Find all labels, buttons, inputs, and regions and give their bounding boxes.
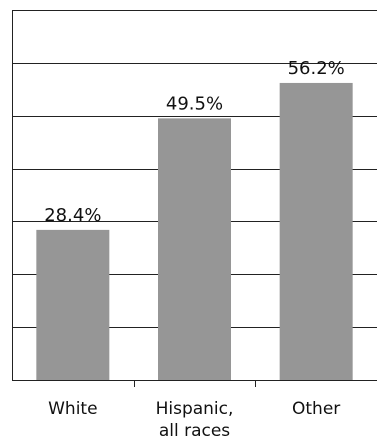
x-tick-label: Hispanic, all races xyxy=(156,399,234,441)
data-label: 49.5% xyxy=(166,93,223,114)
bar xyxy=(158,118,231,380)
x-tick-label: Other xyxy=(292,399,340,419)
x-tick-label: White xyxy=(48,399,97,419)
bar xyxy=(36,229,110,380)
data-labels: 28.4% 49.5% 56.2% xyxy=(44,58,345,226)
bars xyxy=(36,82,353,380)
data-label: 56.2% xyxy=(288,58,345,79)
data-label: 28.4% xyxy=(44,205,101,226)
bar xyxy=(279,82,353,380)
x-axis: White Hispanic, all races Other xyxy=(12,10,377,441)
